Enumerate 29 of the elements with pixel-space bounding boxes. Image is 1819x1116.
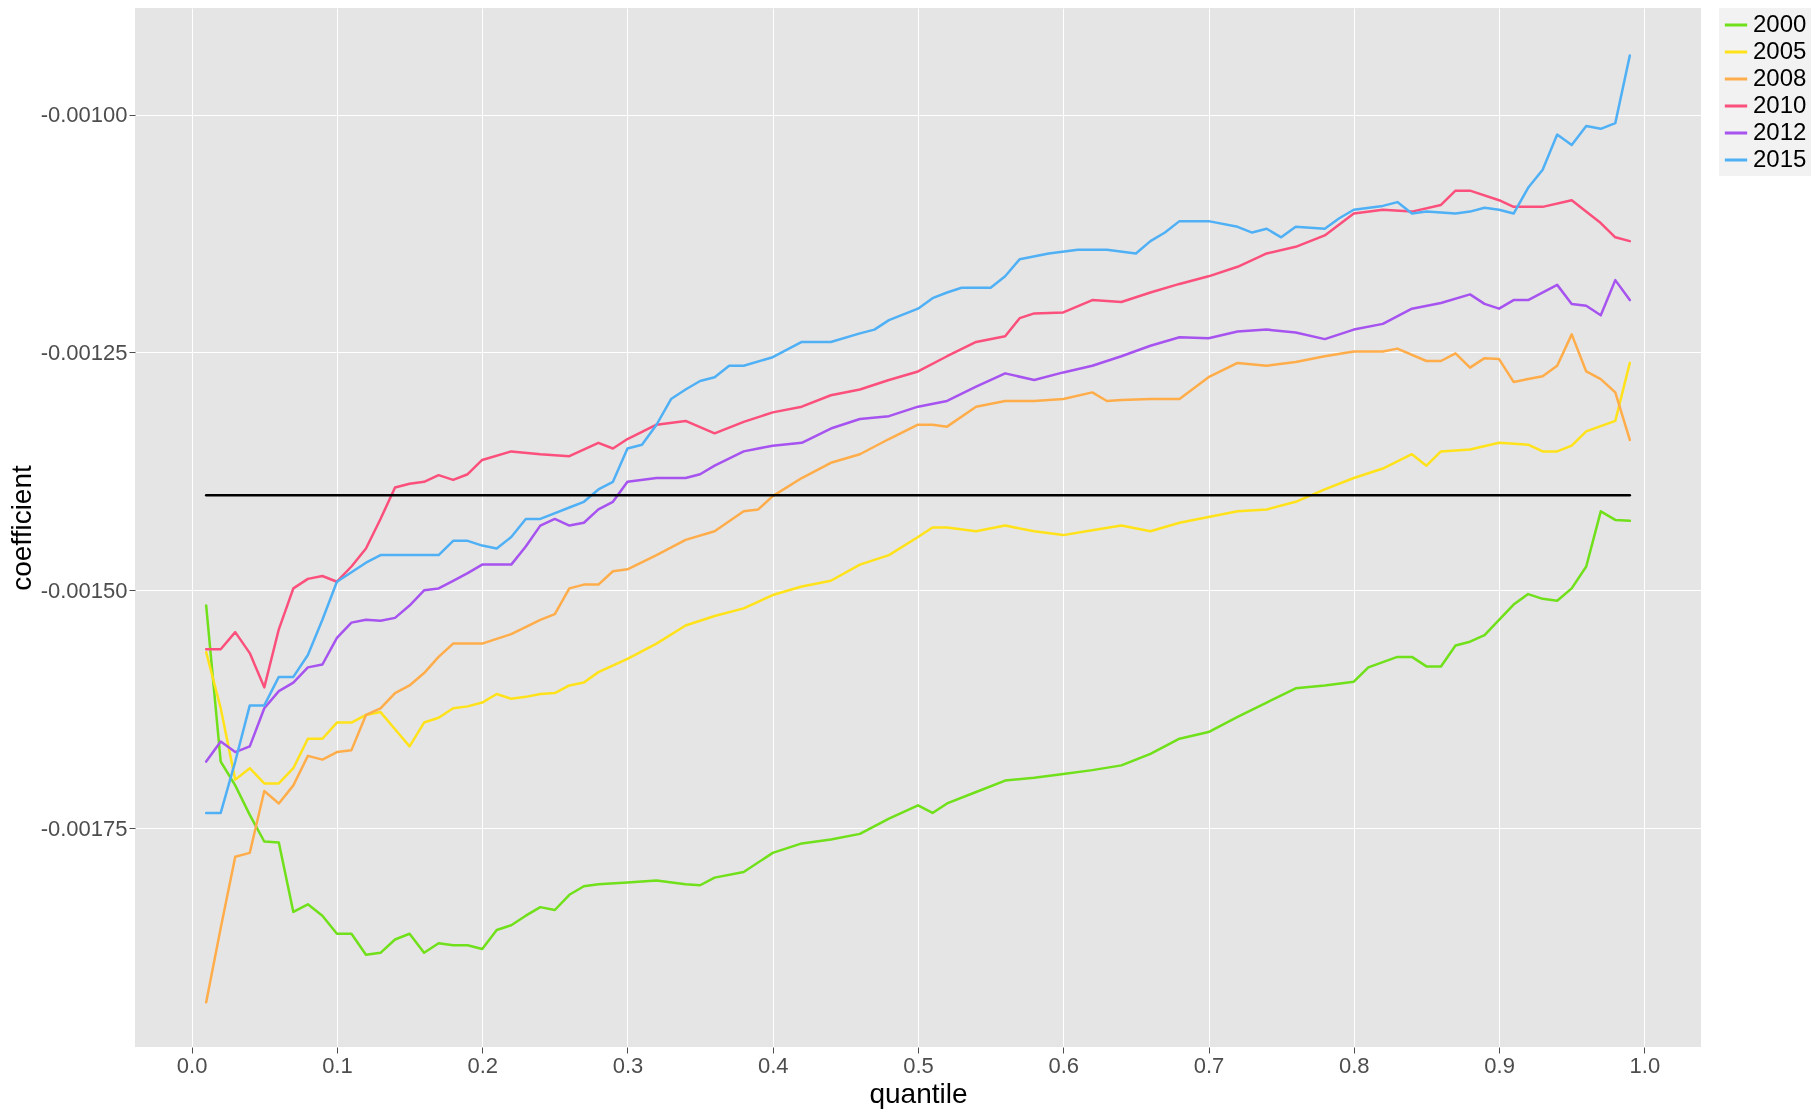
y-tick-label: -0.00150	[40, 577, 128, 603]
line-series	[204, 278, 1632, 763]
x-tick-label: 0.7	[1193, 1052, 1225, 1078]
legend-label: 2012	[1753, 118, 1807, 145]
y-axis-title: coefficient	[5, 465, 37, 591]
line-series	[204, 510, 1632, 956]
line-series	[204, 361, 1632, 785]
x-tick-label: 0.4	[757, 1052, 789, 1078]
legend-label: 2008	[1753, 64, 1807, 91]
x-tick-label: 0.2	[467, 1052, 498, 1078]
x-axis-title: quantile	[869, 1077, 968, 1109]
y-tick-label: -0.00100	[40, 102, 128, 128]
x-tick-label: 0.0	[176, 1052, 208, 1078]
y-tick-label: -0.00125	[40, 339, 128, 365]
legend-label: 2010	[1753, 91, 1807, 118]
legend-label: 2000	[1753, 10, 1807, 37]
x-tick-label: 0.9	[1484, 1052, 1515, 1078]
line-series	[204, 54, 1632, 815]
legend-label: 2005	[1753, 37, 1807, 64]
x-tick-label: 1.0	[1629, 1052, 1661, 1078]
legend-label: 2015	[1753, 145, 1807, 172]
line-series	[204, 189, 1632, 689]
x-tick-label: 0.6	[1048, 1052, 1080, 1078]
x-tick-label: 0.5	[903, 1052, 934, 1078]
x-tick-label: 0.1	[322, 1052, 353, 1078]
x-tick-label: 0.8	[1339, 1052, 1370, 1078]
y-tick-label: -0.00175	[40, 815, 128, 841]
line-series	[204, 333, 1632, 1004]
x-tick-label: 0.3	[612, 1052, 644, 1078]
